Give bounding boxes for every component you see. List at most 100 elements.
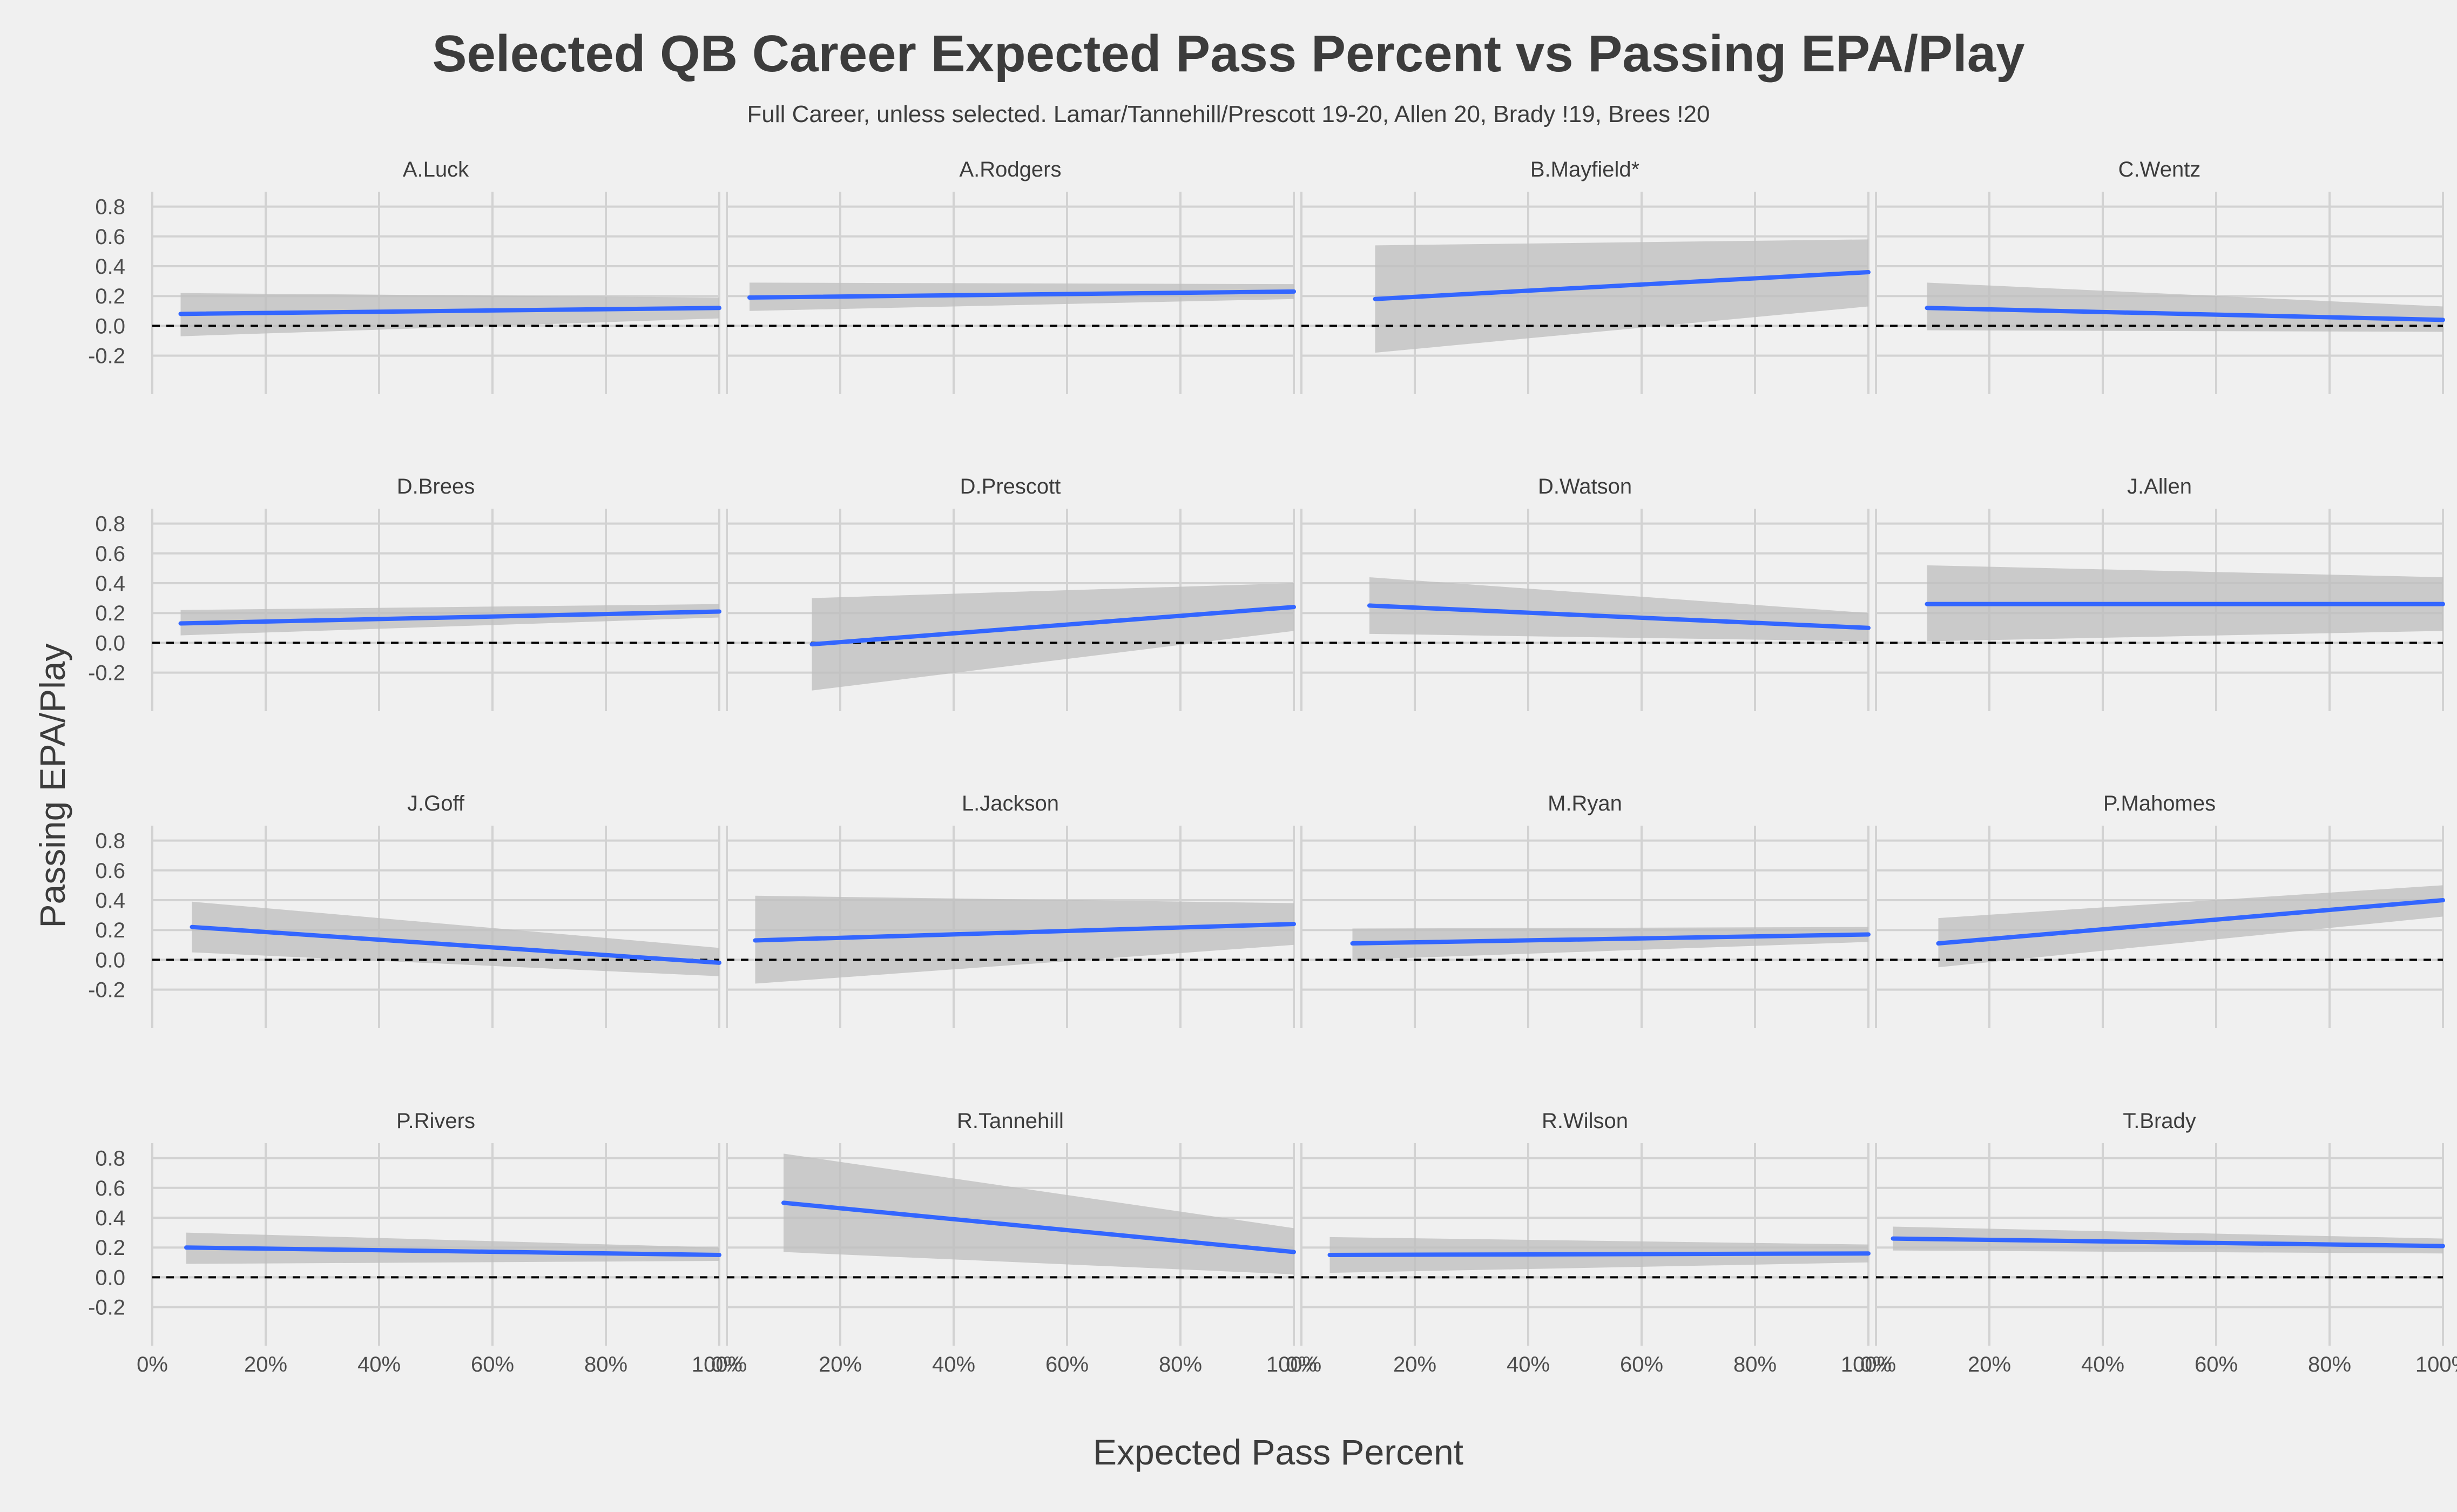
series-line xyxy=(1891,1236,2445,1248)
x-tick-label: 0% xyxy=(137,1353,168,1376)
facet-label: R.Tannehill xyxy=(957,1109,1064,1133)
x-tick-label: 20% xyxy=(244,1353,287,1376)
y-tick-label: -0.2 xyxy=(88,345,125,368)
x-tick-label: 0% xyxy=(711,1353,742,1376)
confidence-ribbon xyxy=(812,583,1294,691)
x-tick-label: 60% xyxy=(1045,1353,1089,1376)
series-line xyxy=(178,306,721,316)
confidence-ribbon xyxy=(784,1153,1294,1274)
y-tick-label: 0.0 xyxy=(95,314,125,338)
facet-label: B.Mayfield* xyxy=(1530,158,1639,181)
x-tick-label: 20% xyxy=(1968,1353,2011,1376)
y-tick-label: 0.6 xyxy=(95,859,125,883)
y-axis-title: Passing EPA/Play xyxy=(32,643,72,928)
series-line xyxy=(781,1200,1296,1254)
y-tick-label: 0.0 xyxy=(95,948,125,972)
chart-title: Selected QB Career Expected Pass Percent… xyxy=(432,25,2024,83)
confidence-ribbon xyxy=(755,895,1294,984)
series-line xyxy=(809,605,1296,647)
confidence-ribbon xyxy=(1927,282,2443,332)
facet-panel: C.Wentz xyxy=(1875,158,2445,394)
facet-panel: P.Mahomes xyxy=(1875,792,2445,1028)
series-line xyxy=(747,289,1296,300)
facet-panel: D.Brees -0.2 0.0 0.2 0.4 0.6 0.8 xyxy=(88,475,721,711)
x-tick-label: 60% xyxy=(2195,1353,2238,1376)
y-tick-label: 0.0 xyxy=(95,631,125,655)
facet-label: J.Goff xyxy=(407,792,465,815)
y-tick-label: 0.6 xyxy=(95,542,125,566)
y-tick-label: 0.6 xyxy=(95,225,125,249)
facet-label: C.Wentz xyxy=(2118,158,2201,181)
facet-panel: D.Watson xyxy=(1300,475,1871,711)
series-line xyxy=(1936,898,2445,946)
confidence-ribbon xyxy=(1369,577,1868,642)
y-tick-label: -0.2 xyxy=(88,978,125,1002)
facet-panel: J.Goff -0.2 0.0 0.2 0.4 0.6 0.8 xyxy=(88,792,721,1028)
series-line xyxy=(1925,306,2445,322)
x-tick-label: 80% xyxy=(2308,1353,2351,1376)
facet-panel: R.Wilson 0% 20% 40% 60% 80% 100% xyxy=(1286,1109,1896,1376)
facet-label: D.Brees xyxy=(397,475,475,498)
facet-label: A.Luck xyxy=(403,158,469,181)
facet-panel: P.Rivers -0.2 0.0 0.2 0.4 0.6 0.8 0% 20% 40% 60% 80… xyxy=(88,1109,747,1376)
x-tick-label: 100% xyxy=(692,1353,747,1376)
x-tick-label: 80% xyxy=(1159,1353,1202,1376)
y-tick-label: 0.2 xyxy=(95,919,125,942)
series-line xyxy=(1373,270,1871,301)
x-tick-label: 40% xyxy=(1507,1353,1550,1376)
y-tick-label: 0.8 xyxy=(95,829,125,853)
x-tick-label: 100% xyxy=(1841,1353,1896,1376)
x-tick-label: 100% xyxy=(2415,1353,2457,1376)
confidence-ribbon xyxy=(192,901,719,976)
facet-panel: R.Tannehill 0% 20% 40% 60% 80% 100% xyxy=(711,1109,1321,1376)
chart-subtitle: Full Career, unless selected. Lamar/Tann… xyxy=(747,101,1710,127)
x-tick-label: 20% xyxy=(819,1353,862,1376)
confidence-ribbon xyxy=(1893,1226,2443,1254)
x-tick-label: 20% xyxy=(1393,1353,1436,1376)
facet-label: L.Jackson xyxy=(962,792,1059,815)
y-tick-label: 0.2 xyxy=(95,285,125,308)
facet-panel: L.Jackson xyxy=(726,792,1296,1028)
y-tick-label: 0.4 xyxy=(95,255,125,279)
facet-panels: A.Luck -0.2 0.0 0.2 0.4 0.6 0.8 A.Rodgers B.Mayf… xyxy=(88,158,2457,1376)
confidence-ribbon xyxy=(750,282,1294,311)
x-axis-title: Expected Pass Percent xyxy=(1093,1432,1463,1472)
y-tick-label: 0.2 xyxy=(95,1236,125,1260)
confidence-ribbon xyxy=(1938,885,2443,968)
facet-panel: J.Allen xyxy=(1875,475,2445,711)
y-tick-label: 0.8 xyxy=(95,512,125,536)
confidence-ribbon xyxy=(1375,239,1868,353)
facet-label: P.Rivers xyxy=(396,1109,475,1133)
facet-label: J.Allen xyxy=(2127,475,2192,498)
y-tick-label: 0.8 xyxy=(95,1147,125,1171)
y-tick-label: 0.4 xyxy=(95,572,125,596)
series-line xyxy=(184,1245,721,1257)
y-tick-label: 0.0 xyxy=(95,1266,125,1290)
facet-panel: T.Brady 0% 20% 40% 60% 80% 100% xyxy=(1860,1109,2457,1376)
facet-panel: D.Prescott xyxy=(726,475,1296,711)
y-tick-label: 0.4 xyxy=(95,889,125,913)
series-line xyxy=(178,609,721,626)
facet-panel: B.Mayfield* xyxy=(1300,158,1871,394)
confidence-ribbon xyxy=(180,604,719,636)
y-tick-label: -0.2 xyxy=(88,1296,125,1320)
y-tick-label: 0.6 xyxy=(95,1177,125,1200)
x-tick-label: 40% xyxy=(932,1353,975,1376)
x-tick-label: 40% xyxy=(2081,1353,2124,1376)
x-tick-label: 0% xyxy=(1286,1353,1317,1376)
series-line xyxy=(1350,932,1871,946)
facet-label: R.Wilson xyxy=(1542,1109,1628,1133)
x-tick-label: 60% xyxy=(471,1353,514,1376)
facet-panel: M.Ryan xyxy=(1300,792,1871,1028)
series-line xyxy=(1327,1251,1871,1257)
x-tick-label: 80% xyxy=(584,1353,627,1376)
facet-label: T.Brady xyxy=(2123,1109,2196,1133)
facet-label: A.Rodgers xyxy=(960,158,1062,181)
facet-panel: A.Luck -0.2 0.0 0.2 0.4 0.6 0.8 xyxy=(88,158,721,394)
facet-label: M.Ryan xyxy=(1548,792,1622,815)
facet-label: P.Mahomes xyxy=(2103,792,2216,815)
series-line xyxy=(1367,603,1871,630)
facet-label: D.Watson xyxy=(1538,475,1632,498)
